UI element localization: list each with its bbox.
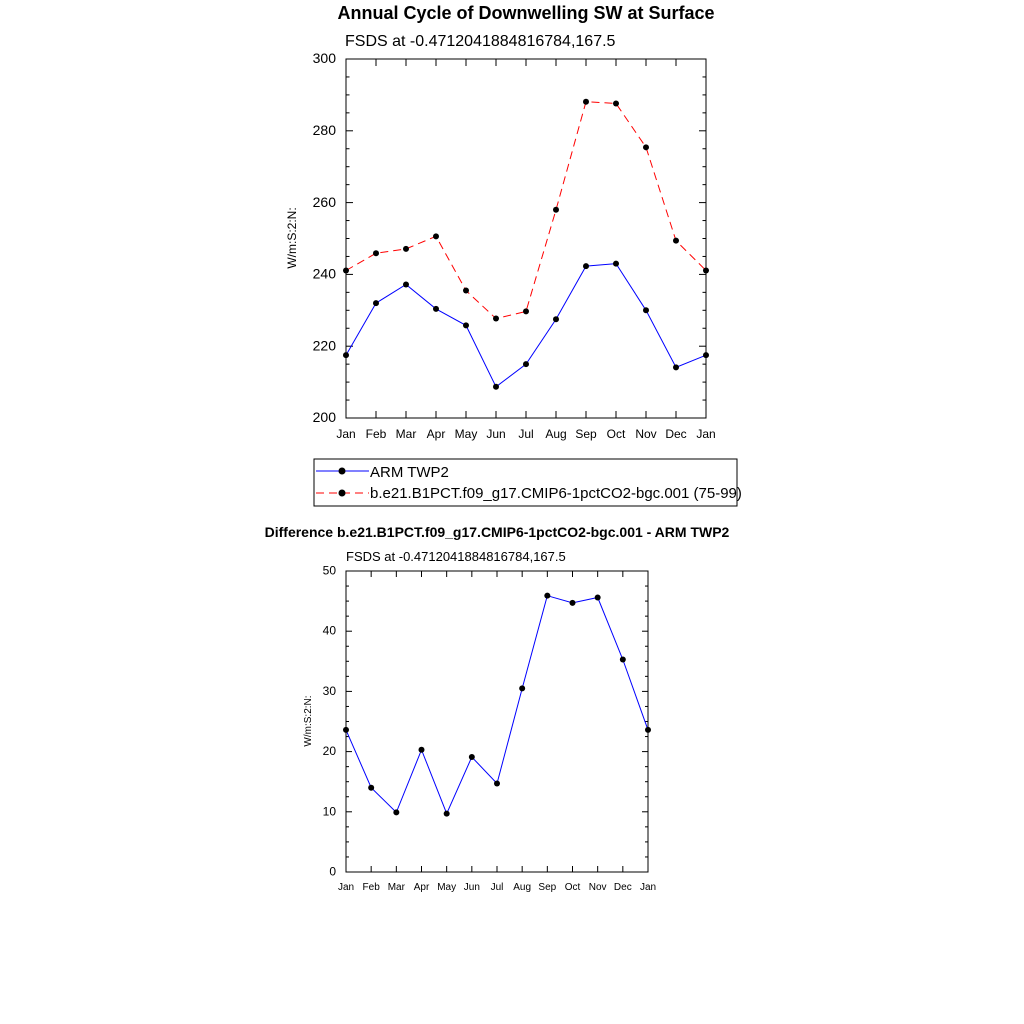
data-point bbox=[403, 245, 409, 252]
difference-chart: Difference b.e21.B1PCT.f09_g17.CMIP6-1pc… bbox=[265, 524, 730, 893]
x-tick-label: Jul bbox=[491, 882, 504, 893]
y-tick-label: 10 bbox=[323, 804, 337, 818]
x-tick-label: Apr bbox=[414, 882, 430, 893]
data-point bbox=[373, 300, 379, 307]
data-point bbox=[553, 206, 559, 213]
data-point bbox=[643, 144, 649, 151]
data-point bbox=[673, 237, 679, 244]
data-point bbox=[613, 100, 619, 107]
data-point bbox=[433, 233, 439, 240]
y-tick-label: 40 bbox=[323, 624, 337, 638]
x-tick-label: Sep bbox=[575, 427, 597, 441]
x-tick-label: Oct bbox=[607, 427, 626, 441]
data-point bbox=[493, 383, 499, 390]
chart2-ylabel: W/m:S:2:N: bbox=[303, 695, 314, 746]
data-point bbox=[619, 656, 626, 663]
chart2-plot-frame bbox=[345, 570, 649, 873]
data-point bbox=[703, 267, 709, 274]
x-tick-label: Jan bbox=[640, 882, 656, 893]
y-tick-label: 50 bbox=[323, 564, 337, 578]
y-tick-label: 260 bbox=[313, 194, 337, 210]
data-point bbox=[343, 352, 349, 359]
data-point bbox=[463, 322, 469, 329]
x-tick-label: Dec bbox=[665, 427, 686, 441]
x-tick-label: Jul bbox=[518, 427, 533, 441]
chart1-legend: ARM TWP2 b.e21.B1PCT.f09_g17.CMIP6-1pctC… bbox=[313, 458, 742, 507]
data-point bbox=[343, 726, 349, 733]
x-tick-label: Jan bbox=[696, 427, 715, 441]
data-point bbox=[645, 726, 651, 733]
legend-obs-marker bbox=[338, 467, 346, 475]
data-point bbox=[519, 685, 526, 692]
chart1-title: Annual Cycle of Downwelling SW at Surfac… bbox=[337, 3, 714, 23]
legend-model-marker bbox=[338, 489, 346, 497]
x-tick-label: Nov bbox=[589, 882, 607, 893]
data-point bbox=[523, 361, 529, 368]
y-tick-label: 220 bbox=[313, 337, 337, 353]
annual-cycle-chart: Annual Cycle of Downwelling SW at Surfac… bbox=[285, 3, 742, 507]
x-tick-label: Dec bbox=[614, 882, 632, 893]
y-tick-label: 20 bbox=[323, 744, 337, 758]
x-tick-label: Jun bbox=[486, 427, 505, 441]
data-point bbox=[368, 784, 375, 791]
data-point bbox=[544, 592, 551, 599]
x-tick-label: Mar bbox=[388, 882, 406, 893]
x-tick-label: May bbox=[437, 882, 456, 893]
series-line-1 bbox=[345, 101, 707, 320]
x-tick-label: Mar bbox=[396, 427, 417, 441]
y-tick-label: 240 bbox=[313, 266, 337, 282]
x-tick-label: Jan bbox=[338, 882, 354, 893]
data-point bbox=[703, 352, 709, 359]
data-point bbox=[468, 754, 475, 761]
chart1-ylabel: W/m:S:2:N: bbox=[285, 207, 299, 268]
x-tick-label: Oct bbox=[565, 882, 581, 893]
x-tick-label: Jan bbox=[336, 427, 355, 441]
data-point bbox=[493, 315, 499, 322]
x-tick-label: Jun bbox=[464, 882, 480, 893]
data-point bbox=[433, 305, 439, 312]
data-point bbox=[443, 810, 450, 817]
x-tick-label: May bbox=[455, 427, 478, 441]
data-point bbox=[418, 746, 425, 753]
data-point bbox=[343, 267, 349, 274]
data-point bbox=[673, 364, 679, 371]
chart1-subtitle: FSDS at -0.4712041884816784,167.5 bbox=[345, 33, 616, 50]
y-tick-label: 280 bbox=[313, 122, 337, 138]
data-point bbox=[494, 780, 500, 787]
y-tick-label: 30 bbox=[323, 684, 337, 698]
x-tick-label: Apr bbox=[427, 427, 446, 441]
data-point bbox=[583, 98, 589, 105]
chart2-title: Difference b.e21.B1PCT.f09_g17.CMIP6-1pc… bbox=[265, 524, 730, 540]
y-tick-label: 300 bbox=[313, 50, 337, 66]
data-point bbox=[643, 307, 649, 314]
y-tick-label: 0 bbox=[329, 865, 336, 879]
y-tick-label: 200 bbox=[313, 409, 337, 425]
data-point bbox=[553, 316, 559, 323]
data-point bbox=[463, 287, 469, 294]
data-point bbox=[594, 594, 601, 601]
data-point bbox=[393, 809, 400, 816]
x-tick-label: Feb bbox=[363, 882, 381, 893]
data-point bbox=[403, 281, 409, 288]
series-line-0 bbox=[345, 263, 707, 388]
data-point bbox=[613, 260, 619, 267]
x-tick-label: Sep bbox=[538, 882, 556, 893]
x-tick-label: Feb bbox=[366, 427, 387, 441]
data-point bbox=[569, 599, 576, 606]
legend-model-label: b.e21.B1PCT.f09_g17.CMIP6-1pctCO2-bgc.00… bbox=[370, 485, 742, 502]
legend-obs-label: ARM TWP2 bbox=[370, 464, 449, 481]
x-tick-label: Aug bbox=[545, 427, 566, 441]
data-point bbox=[523, 308, 529, 315]
data-point bbox=[373, 250, 379, 257]
data-point bbox=[583, 263, 589, 270]
x-tick-label: Aug bbox=[513, 882, 531, 893]
x-tick-label: Nov bbox=[635, 427, 656, 441]
chart2-subtitle: FSDS at -0.4712041884816784,167.5 bbox=[346, 549, 566, 564]
